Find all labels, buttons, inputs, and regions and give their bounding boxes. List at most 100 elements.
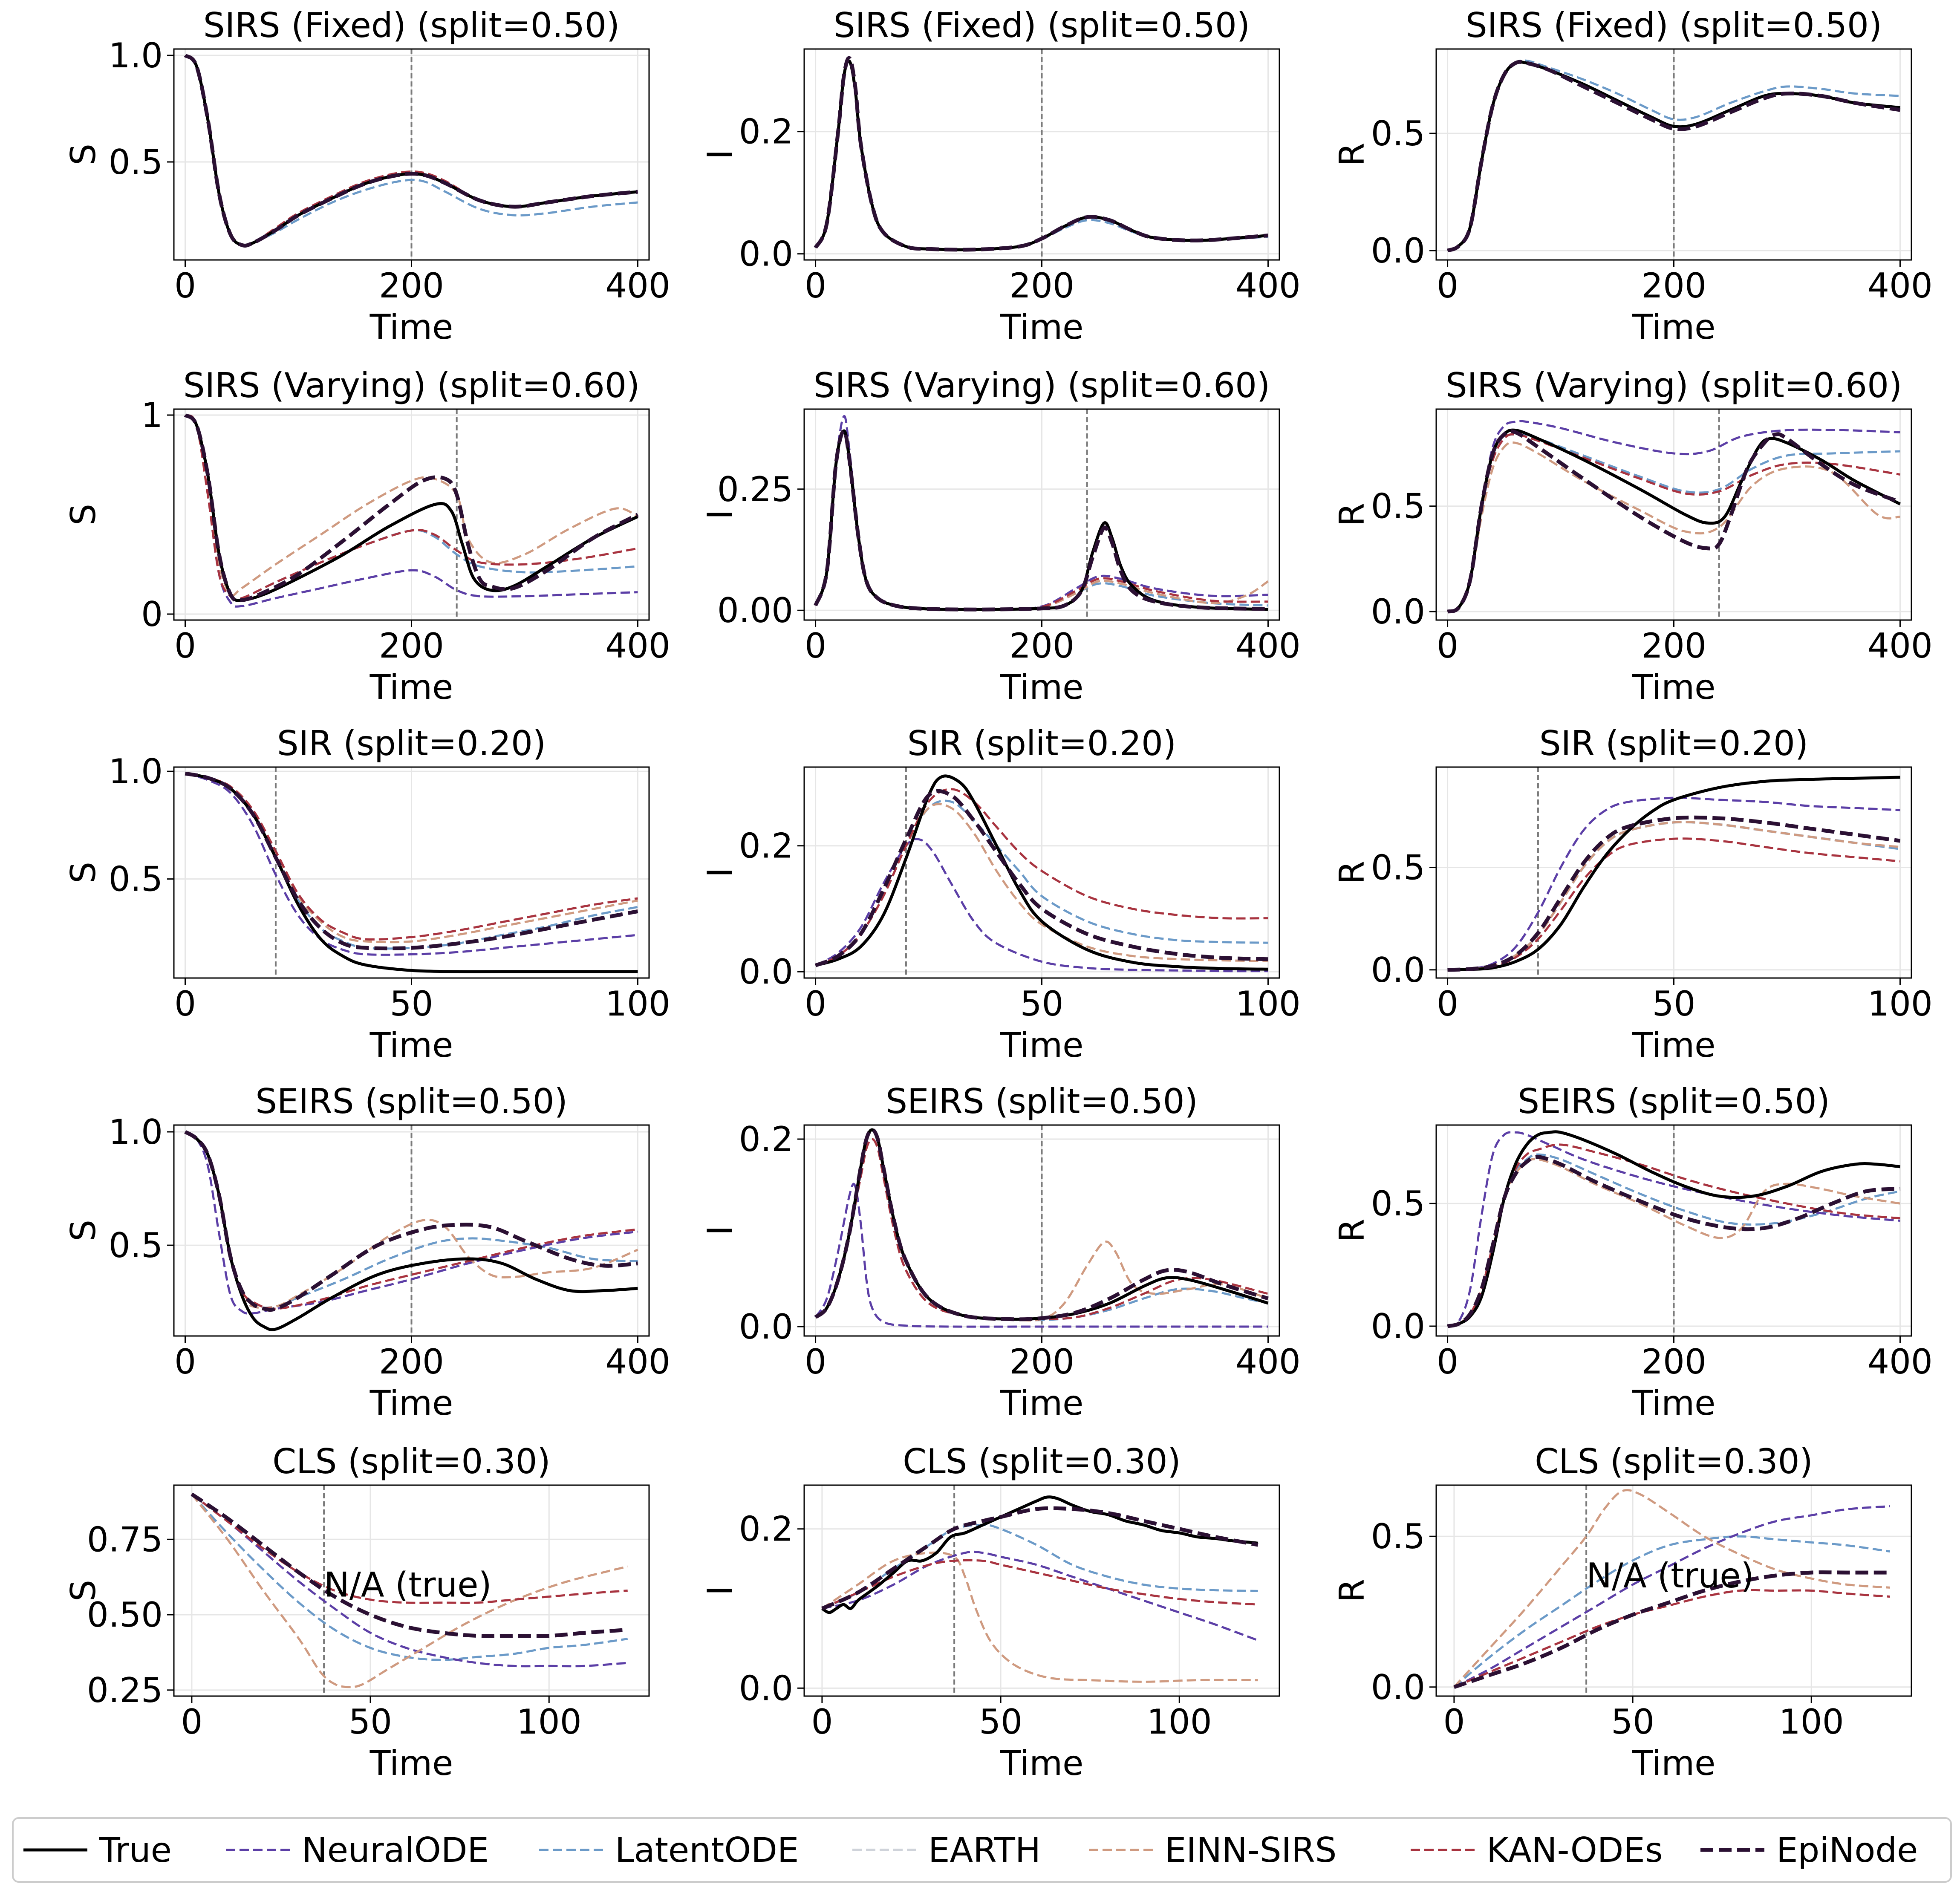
x-axis-label: Time	[369, 1025, 453, 1065]
legend-item-earth: EARTH	[852, 1830, 1041, 1870]
series-group	[1446, 59, 1901, 253]
series-epi	[814, 429, 1268, 612]
x-axis-label: Time	[369, 1383, 453, 1423]
subplot-title: SIRS (Varying) (split=0.60)	[814, 366, 1270, 405]
x-tick-label: 0	[174, 266, 196, 306]
series-true	[185, 772, 638, 973]
series-true	[1447, 776, 1900, 972]
subplot-title: SIRS (Fixed) (split=0.50)	[834, 6, 1250, 45]
y-axis-label: R	[1332, 861, 1372, 885]
y-axis-label: R	[1332, 1579, 1372, 1603]
subplot-1-3: 0 200 400 0.0 0.5 SIRS (Fixed) (split=0.50) Ti…	[1332, 6, 1933, 347]
subplot-title: SIRS (Varying) (split=0.60)	[183, 366, 640, 405]
y-tick-label: 0.25	[717, 470, 793, 509]
axes-frame	[1435, 1484, 1912, 1697]
x-tick-label: 0	[1437, 1342, 1458, 1382]
subplot-grid: 0 200 400 0.5 1.0 SIRS (Fixed) (split=0.50) Ti…	[64, 6, 1933, 1783]
y-tick-label: 0.0	[739, 1307, 793, 1347]
series-group	[1447, 1130, 1901, 1328]
y-tick-label: 0.5	[109, 860, 163, 899]
legend-label: EARTH	[928, 1830, 1041, 1870]
series-kan	[815, 788, 1268, 967]
series-group	[814, 1128, 1269, 1328]
y-tick-label: 0.50	[87, 1595, 163, 1635]
x-tick-label: 50	[349, 1702, 392, 1742]
subplot-1-2: 0 200 400 0.0 0.2 SIRS (Fixed) (split=0.50) Ti…	[700, 6, 1301, 347]
y-tick-label: 0	[141, 594, 163, 634]
x-axis-label: Time	[1000, 1025, 1084, 1065]
x-tick-label: 200	[1009, 1342, 1074, 1382]
x-axis-label: Time	[1000, 307, 1084, 347]
y-axis-label: R	[1332, 1219, 1372, 1243]
series-einn	[191, 1493, 628, 1688]
series-neural	[1447, 1131, 1900, 1327]
y-tick-label: 0.2	[739, 826, 793, 866]
series-kan	[191, 1493, 628, 1604]
y-axis-label: S	[64, 1220, 103, 1241]
y-axis-label: I	[700, 1226, 740, 1236]
series-epi	[814, 1128, 1269, 1321]
series-group	[821, 1495, 1259, 1683]
legend-item-einn: EINN-SIRS	[1089, 1830, 1336, 1870]
y-tick-label: 0.5	[1371, 1184, 1425, 1223]
subplot-title: SIRS (Varying) (split=0.60)	[1446, 366, 1902, 405]
series-einn	[1447, 821, 1900, 971]
subplot-3-2: 0 50 100 0.0 0.2 SIR (split=0.20) Time I	[700, 724, 1301, 1065]
y-tick-label: 0.0	[1371, 592, 1425, 632]
x-tick-label: 0	[1437, 984, 1458, 1024]
y-tick-label: 0.5	[1371, 848, 1425, 887]
legend-label: NeuralODE	[302, 1830, 489, 1870]
y-tick-label: 0.0	[739, 952, 793, 992]
x-axis-label: Time	[1000, 1383, 1084, 1423]
series-epi	[1447, 815, 1901, 972]
x-tick-label: 400	[605, 626, 670, 666]
subplot-5-1: 0 50 100 0.25 0.50 0.75 CLS (split=0.30) Time S N…	[64, 1442, 650, 1783]
subplot-1-1: 0 200 400 0.5 1.0 SIRS (Fixed) (split=0.50) Ti…	[64, 6, 670, 347]
y-tick-label: 0.0	[739, 234, 793, 274]
subplot-title: SEIRS (split=0.50)	[886, 1082, 1198, 1121]
y-axis-label: I	[700, 510, 740, 520]
legend-item-true: True	[23, 1830, 172, 1870]
subplot-5-2: 0 50 100 0.0 0.2 CLS (split=0.30) Time I	[700, 1442, 1280, 1783]
series-neural	[815, 838, 1268, 972]
series-einn	[1453, 1489, 1890, 1688]
y-tick-label: 0.25	[87, 1671, 163, 1710]
x-tick-label: 400	[1868, 626, 1933, 666]
series-group	[184, 1130, 638, 1331]
legend-item-neural: NeuralODE	[226, 1830, 489, 1870]
x-tick-label: 100	[1779, 1702, 1844, 1742]
x-axis-label: Time	[369, 307, 453, 347]
series-kan	[185, 1131, 638, 1310]
x-tick-label: 400	[1235, 266, 1301, 306]
y-axis-label: S	[64, 862, 103, 883]
legend-label: LatentODE	[615, 1830, 799, 1870]
y-tick-label: 0.2	[739, 112, 793, 152]
x-tick-label: 400	[605, 266, 670, 306]
series-neural	[191, 1493, 628, 1668]
x-tick-label: 50	[979, 1702, 1022, 1742]
subplot-4-1: 0 200 400 0.5 1.0 SEIRS (split=0.50) Time S	[64, 1082, 670, 1423]
series-true	[815, 774, 1268, 971]
series-group	[191, 1492, 628, 1688]
x-axis-label: Time	[1632, 307, 1716, 347]
subplot-5-3: 0 50 100 0.0 0.5 CLS (split=0.30) Time R N/A (tr…	[1332, 1442, 1912, 1783]
subplot-title: SIR (split=0.20)	[277, 724, 546, 763]
x-axis-label: Time	[1632, 667, 1716, 707]
y-axis-label: S	[64, 1580, 103, 1601]
axes-frame	[173, 1484, 650, 1697]
series-epi	[184, 1130, 638, 1312]
axes-frame	[803, 1484, 1280, 1697]
y-axis-label: R	[1332, 143, 1372, 167]
legend-label: EpiNode	[1776, 1830, 1918, 1870]
x-tick-label: 400	[1868, 266, 1933, 306]
x-tick-label: 0	[1437, 626, 1458, 666]
x-tick-label: 200	[1641, 1342, 1706, 1382]
y-axis-label: I	[700, 868, 740, 878]
x-tick-label: 200	[379, 626, 444, 666]
subplot-4-3: 0 200 400 0.0 0.5 SEIRS (split=0.50) Time R	[1332, 1082, 1933, 1423]
subplot-title: SIRS (Fixed) (split=0.50)	[203, 6, 620, 45]
x-tick-label: 100	[1235, 984, 1301, 1024]
x-tick-label: 200	[379, 1342, 444, 1382]
x-tick-label: 0	[174, 626, 196, 666]
series-epi	[191, 1492, 628, 1638]
